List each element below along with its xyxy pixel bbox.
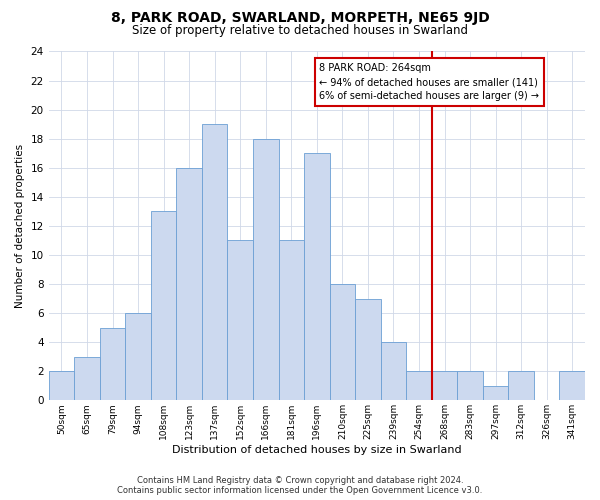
Bar: [100, 328, 125, 400]
Bar: [432, 371, 457, 400]
Bar: [329, 284, 355, 401]
Text: 8 PARK ROAD: 264sqm
← 94% of detached houses are smaller (141)
6% of semi-detach: 8 PARK ROAD: 264sqm ← 94% of detached ho…: [319, 63, 539, 101]
Bar: [253, 138, 278, 400]
Bar: [151, 212, 176, 400]
Bar: [457, 371, 483, 400]
Bar: [559, 371, 585, 400]
Text: 8, PARK ROAD, SWARLAND, MORPETH, NE65 9JD: 8, PARK ROAD, SWARLAND, MORPETH, NE65 9J…: [110, 11, 490, 25]
Bar: [176, 168, 202, 400]
Text: Size of property relative to detached houses in Swarland: Size of property relative to detached ho…: [132, 24, 468, 37]
Bar: [202, 124, 227, 400]
Bar: [406, 371, 432, 400]
Bar: [227, 240, 253, 400]
Bar: [304, 153, 329, 400]
Bar: [125, 313, 151, 400]
Bar: [508, 371, 534, 400]
Bar: [380, 342, 406, 400]
Bar: [355, 298, 380, 400]
Text: Contains HM Land Registry data © Crown copyright and database right 2024.
Contai: Contains HM Land Registry data © Crown c…: [118, 476, 482, 495]
X-axis label: Distribution of detached houses by size in Swarland: Distribution of detached houses by size …: [172, 445, 461, 455]
Y-axis label: Number of detached properties: Number of detached properties: [15, 144, 25, 308]
Bar: [49, 371, 74, 400]
Bar: [483, 386, 508, 400]
Bar: [278, 240, 304, 400]
Bar: [74, 356, 100, 401]
